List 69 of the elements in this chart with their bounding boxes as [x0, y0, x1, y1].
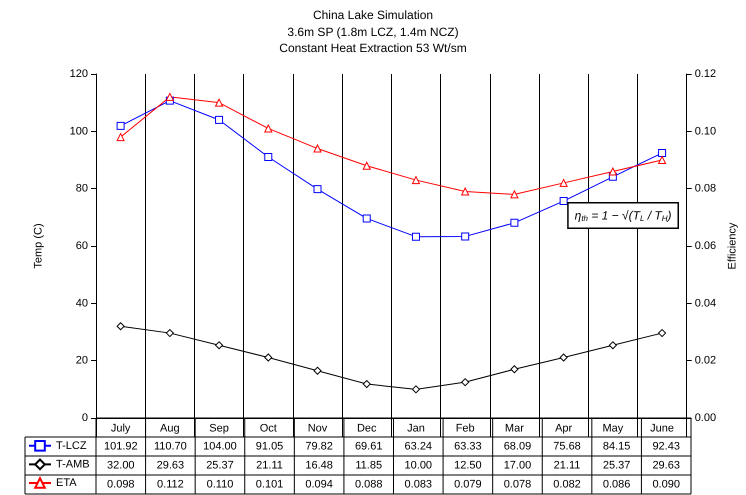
- data-label: 0.112: [157, 478, 184, 490]
- chart-subtitle: 3.6m SP (1.8m LCZ, 1.4m NCZ) Constant Heat Extraction 53 Wt/sm: [279, 25, 467, 55]
- x-tick-label: Oct: [260, 422, 277, 434]
- y-tick-label: 120: [70, 68, 88, 80]
- y2-tick-label: 0.04: [694, 297, 716, 310]
- y2-axis-title: Efficiency: [726, 222, 738, 270]
- y2-tick-label: 0.06: [694, 240, 716, 252]
- data-label: 32.00: [107, 460, 135, 472]
- data-label: 69.61: [354, 440, 382, 452]
- data-label: 10.00: [404, 460, 432, 472]
- data-label: 0.078: [504, 478, 532, 490]
- data-label: 63.24: [404, 440, 432, 452]
- y-tick-label: 0: [82, 412, 88, 424]
- data-label: 91.05: [256, 440, 284, 452]
- y2-tick-label: 0.00: [694, 412, 716, 424]
- data-label: 0.083: [404, 478, 432, 490]
- legend-label: ETA: [56, 477, 78, 489]
- data-label: 104.00: [203, 440, 237, 452]
- data-label: 29.63: [156, 460, 184, 472]
- legend-label: T-LCZ: [56, 440, 87, 452]
- data-label: 25.37: [602, 460, 630, 472]
- data-label: 21.11: [256, 460, 283, 472]
- x-tick-label: May: [602, 422, 624, 434]
- x-tick-label: Dec: [356, 422, 378, 434]
- y2-tick-label: 0.08: [694, 182, 716, 195]
- x-tick-label: Jan: [407, 422, 425, 434]
- data-label: 0.090: [652, 478, 680, 490]
- y2-tick-label: 0.10: [694, 125, 716, 138]
- y-tick-label: 40: [76, 297, 88, 310]
- data-label: 25.37: [206, 460, 234, 472]
- data-label: 21.11: [554, 460, 580, 472]
- x-tick-label: Nov: [308, 422, 328, 434]
- data-label: 79.82: [305, 440, 333, 452]
- x-tick-label: Sep: [209, 422, 229, 434]
- data-label: 0.079: [454, 478, 482, 490]
- y-tick-label: 20: [76, 354, 88, 367]
- data-label: 110.70: [154, 440, 187, 452]
- data-label: 12.50: [454, 460, 482, 472]
- x-tick-label: June: [650, 422, 674, 434]
- data-label: 0.082: [553, 478, 581, 490]
- data-label: 68.09: [504, 440, 532, 452]
- data-label: 16.48: [305, 460, 333, 472]
- y-tick-label: 60: [76, 240, 88, 252]
- data-label: 11.85: [355, 460, 382, 472]
- data-label: 17.00: [504, 460, 532, 472]
- data-label: 0.098: [107, 478, 135, 490]
- data-label: 84.15: [602, 440, 630, 452]
- y2-tick-label: 0.12: [694, 68, 716, 80]
- x-tick-label: Feb: [456, 422, 475, 434]
- x-tick-label: Mar: [504, 422, 524, 434]
- data-label: 75.68: [553, 440, 581, 452]
- data-label: 92.43: [652, 440, 680, 452]
- y-axis-title: Temp (C): [32, 223, 44, 269]
- x-tick-label: Apr: [555, 422, 573, 434]
- x-tick-label: Aug: [160, 422, 180, 434]
- data-label: 0.086: [602, 478, 630, 490]
- legend-label: T-AMB: [56, 458, 90, 470]
- data-label: 101.92: [104, 440, 138, 452]
- data-label: 0.094: [305, 478, 333, 490]
- data-label: 0.110: [206, 478, 234, 490]
- x-tick-label: July: [110, 422, 131, 434]
- data-label: 29.63: [652, 460, 680, 472]
- data-label: 0.088: [354, 478, 382, 490]
- data-label: 63.33: [454, 440, 482, 452]
- data-label: 0.101: [256, 478, 284, 490]
- y-tick-label: 100: [70, 125, 88, 138]
- y2-tick-label: 0.02: [694, 354, 716, 367]
- y-tick-label: 80: [76, 182, 88, 195]
- chart-title: China Lake Simulation: [312, 8, 434, 22]
